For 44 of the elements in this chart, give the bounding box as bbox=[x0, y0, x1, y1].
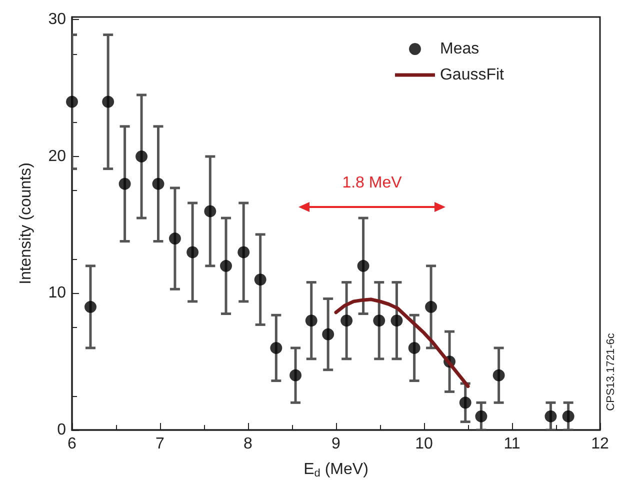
x-tick-label: 9 bbox=[332, 436, 341, 452]
point bbox=[136, 150, 148, 162]
point bbox=[290, 369, 302, 382]
point bbox=[238, 246, 250, 258]
point bbox=[84, 300, 96, 313]
annotation: 1.8 MeV bbox=[342, 174, 402, 192]
point bbox=[220, 260, 232, 272]
x-tick-label: 10 bbox=[415, 436, 433, 452]
x-tick-label: 7 bbox=[156, 436, 165, 452]
point bbox=[102, 96, 114, 108]
point bbox=[373, 314, 386, 327]
legend-label: GaussFit bbox=[440, 66, 505, 84]
y-tick-label: 20 bbox=[48, 148, 66, 165]
y-tick-label: 0 bbox=[57, 422, 66, 438]
y-axis-title: Intensity (counts) bbox=[18, 162, 34, 284]
point bbox=[270, 342, 282, 354]
point bbox=[475, 410, 488, 422]
legend-label: Meas bbox=[440, 40, 480, 58]
point bbox=[322, 328, 334, 340]
point bbox=[459, 396, 472, 409]
y-tick-label: 10 bbox=[48, 284, 66, 302]
point bbox=[492, 369, 505, 382]
point bbox=[408, 342, 420, 354]
point bbox=[305, 314, 318, 327]
point bbox=[204, 205, 216, 218]
line-series bbox=[334, 298, 470, 388]
point bbox=[357, 260, 370, 272]
point bbox=[544, 410, 557, 422]
x-tick-label: 8 bbox=[244, 436, 253, 452]
point bbox=[66, 96, 78, 108]
point bbox=[152, 178, 164, 190]
point bbox=[186, 246, 199, 258]
point bbox=[118, 178, 131, 190]
point bbox=[340, 314, 353, 327]
y-tick-label: 30 bbox=[48, 11, 66, 28]
x-tick-label: 11 bbox=[504, 436, 520, 452]
point bbox=[425, 300, 438, 313]
point bbox=[562, 410, 574, 422]
text: CPS13.1721-6c bbox=[605, 332, 617, 411]
point bbox=[254, 274, 266, 286]
point bbox=[168, 232, 181, 245]
point bbox=[390, 314, 403, 327]
x-tick-label: 6 bbox=[68, 436, 77, 452]
x-tick-label: 12 bbox=[591, 436, 609, 452]
